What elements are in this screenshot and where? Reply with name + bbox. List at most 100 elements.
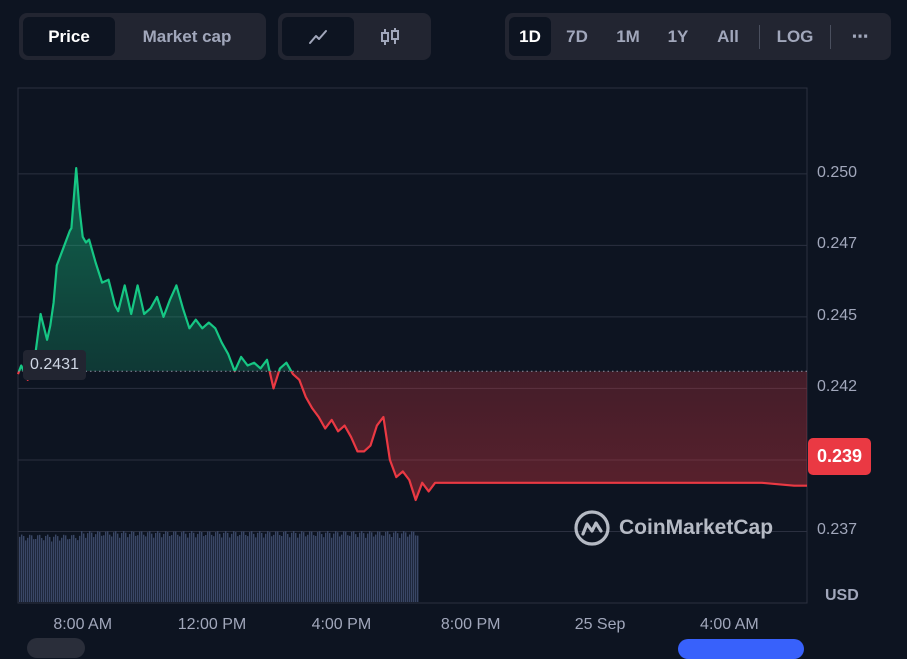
volume-bar [385,531,387,602]
line-chart-icon [309,29,327,44]
x-tick-label: 4:00 AM [700,616,759,633]
volume-bar [315,535,317,602]
price-line-up [17,167,293,372]
volume-bar [337,532,339,602]
volume-bar [91,532,93,602]
volume-bar [133,531,135,602]
x-tick-label: 8:00 PM [440,616,501,633]
range-1m[interactable]: 1M [616,26,640,46]
volume-bar [407,536,409,602]
volume-bar [111,536,113,602]
volume-bar [361,531,363,602]
volume-bar [329,533,331,602]
volume-bar [47,534,49,602]
volume-bar [85,537,87,602]
volume-bar [387,531,389,602]
line-chart-button[interactable] [282,17,354,56]
volume-bar [181,532,183,602]
volume-bar [245,534,247,602]
volume-bar [303,532,305,602]
volume-bar [417,535,419,602]
volume-bar [143,534,145,602]
range-divider [759,24,760,49]
volume-bar [77,540,79,602]
volume-bar [81,531,83,602]
volume-bar [19,536,21,602]
volume-bar [57,536,59,602]
volume-bar [73,534,75,602]
volume-bar [365,537,367,602]
volume-bar [341,534,343,602]
volume-bar [241,531,243,602]
volume-bar [281,536,283,602]
volume-bar [261,532,263,602]
volume-bar [297,537,299,602]
y-tick-label: 0.245 [817,306,858,324]
volume-bar [219,533,221,602]
volume-bar [287,533,289,602]
volume-bar [265,533,267,602]
more-options-button[interactable]: ⋯ [851,26,869,46]
scroll-handle-left[interactable] [27,638,85,658]
y-tick-label: 0.247 [817,235,858,253]
volume-bar [307,534,309,602]
volume-bar [321,534,323,602]
volume-bar [371,532,373,602]
volume-bar [403,531,405,602]
volume-bar [99,531,101,602]
volume-bar [339,536,341,602]
volume-bar [327,531,329,602]
volume-bar [135,535,137,602]
y-tick-label: 0.237 [817,521,858,539]
volume-bar [109,534,111,602]
volume-bar [203,536,205,602]
volume-bar [209,531,211,602]
volume-bar [395,531,397,602]
volume-bar [393,532,395,602]
range-all[interactable]: All [717,26,739,46]
price-line-down [16,371,807,502]
volume-bar [83,533,85,602]
volume-bar [401,533,403,602]
volume-bar [63,534,65,602]
volume-bar [213,536,215,602]
volume-bar [413,531,415,602]
volume-bar [319,531,321,602]
volume-bar [45,535,47,602]
volume-bar [227,532,229,602]
tab-market-cap[interactable]: Market cap [142,26,232,46]
volume-bar [221,537,223,602]
log-scale-button[interactable]: LOG [776,26,814,46]
scroll-handle-right[interactable] [678,639,804,659]
volume-bar [237,536,239,602]
volume-bar [141,531,143,602]
range-1y[interactable]: 1Y [667,26,689,46]
volume-bar [367,533,369,602]
volume-bar [333,533,335,602]
range-1d[interactable]: 1D [509,17,551,56]
volume-bar [173,531,175,602]
volume-bar [107,531,109,602]
volume-bar [55,534,57,602]
volume-bar [259,531,261,602]
volume-bar [353,531,355,602]
volume-bar [293,531,295,602]
volume-bar [359,532,361,602]
volume-bar [269,532,271,602]
x-tick-label: 12:00 PM [177,616,247,633]
chart-type-toggle [278,13,431,60]
volume-bar [363,533,365,602]
reference-price-badge: 0.2431 [23,350,86,380]
candlestick-chart-button[interactable] [354,17,426,56]
volume-bar [43,540,45,602]
range-7d[interactable]: 7D [566,26,588,46]
volume-bar [145,536,147,602]
volume-bar [235,532,237,602]
volume-bar [285,531,287,602]
tab-price[interactable]: Price [23,17,115,56]
y-tick-label: 0.250 [817,163,858,181]
volume-bar [331,537,333,602]
volume-bar [155,533,157,602]
volume-bar [139,531,141,602]
